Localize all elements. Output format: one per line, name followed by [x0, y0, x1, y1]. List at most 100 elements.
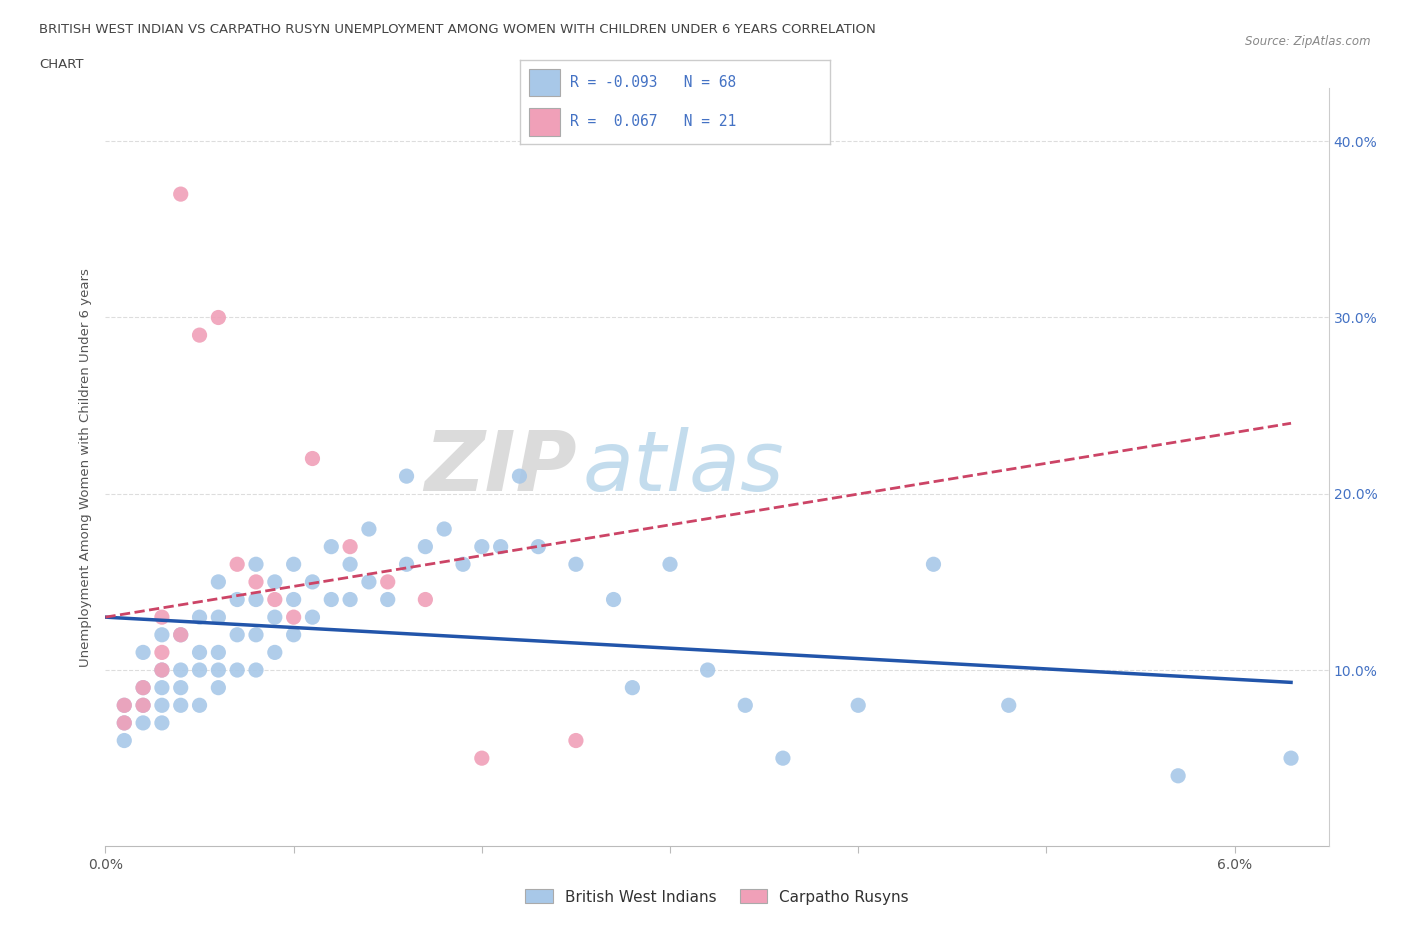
Point	[321, 539, 343, 554]
Point	[696, 662, 718, 677]
Legend: British West Indians, Carpatho Rusyns: British West Indians, Carpatho Rusyns	[519, 884, 915, 910]
Point	[772, 751, 794, 765]
Point	[263, 610, 285, 625]
Point	[508, 469, 530, 484]
Point	[245, 662, 267, 677]
Point	[170, 662, 193, 677]
Point	[188, 610, 211, 625]
Point	[226, 592, 249, 607]
Point	[489, 539, 512, 554]
Point	[283, 557, 305, 572]
Point	[150, 628, 173, 643]
Text: CHART: CHART	[39, 58, 84, 71]
Point	[132, 645, 155, 660]
Point	[207, 645, 229, 660]
Point	[207, 575, 229, 590]
Point	[226, 628, 249, 643]
Point	[132, 698, 155, 712]
Point	[150, 662, 173, 677]
Point	[283, 592, 305, 607]
Point	[301, 451, 323, 466]
Point	[150, 610, 173, 625]
Point	[170, 698, 193, 712]
Point	[150, 698, 173, 712]
Point	[301, 575, 323, 590]
Point	[170, 628, 193, 643]
Point	[188, 327, 211, 342]
Point	[112, 698, 135, 712]
Point	[471, 751, 494, 765]
Point	[395, 469, 418, 484]
Point	[245, 592, 267, 607]
Point	[283, 628, 305, 643]
Point	[433, 522, 456, 537]
Point	[263, 592, 285, 607]
Point	[112, 715, 135, 730]
Point	[150, 662, 173, 677]
Point	[170, 680, 193, 695]
Point	[283, 610, 305, 625]
Point	[263, 575, 285, 590]
Point	[226, 557, 249, 572]
Point	[621, 680, 644, 695]
Point	[188, 698, 211, 712]
Text: R = -0.093   N = 68: R = -0.093 N = 68	[569, 75, 735, 90]
Text: BRITISH WEST INDIAN VS CARPATHO RUSYN UNEMPLOYMENT AMONG WOMEN WITH CHILDREN UND: BRITISH WEST INDIAN VS CARPATHO RUSYN UN…	[39, 23, 876, 36]
Point	[263, 645, 285, 660]
Point	[150, 645, 173, 660]
Point	[170, 187, 193, 202]
Point	[226, 662, 249, 677]
Point	[602, 592, 624, 607]
Point	[659, 557, 682, 572]
Point	[1279, 751, 1302, 765]
Point	[565, 557, 588, 572]
Point	[188, 662, 211, 677]
Point	[207, 662, 229, 677]
Point	[112, 733, 135, 748]
Point	[112, 715, 135, 730]
Point	[357, 522, 380, 537]
Point	[339, 539, 361, 554]
Text: ZIP: ZIP	[423, 427, 576, 508]
Point	[846, 698, 869, 712]
Point	[527, 539, 550, 554]
Point	[339, 557, 361, 572]
Point	[1167, 768, 1189, 783]
Point	[170, 628, 193, 643]
Point	[395, 557, 418, 572]
Text: atlas: atlas	[582, 427, 785, 508]
Point	[150, 680, 173, 695]
Point	[207, 680, 229, 695]
Point	[112, 698, 135, 712]
Point	[377, 592, 399, 607]
Point	[377, 575, 399, 590]
Point	[245, 575, 267, 590]
Point	[150, 715, 173, 730]
Bar	[530, 108, 561, 136]
Point	[415, 592, 437, 607]
Bar	[530, 69, 561, 97]
Point	[207, 310, 229, 325]
Point	[245, 628, 267, 643]
Point	[132, 680, 155, 695]
Point	[565, 733, 588, 748]
Point	[415, 539, 437, 554]
Point	[357, 575, 380, 590]
Y-axis label: Unemployment Among Women with Children Under 6 years: Unemployment Among Women with Children U…	[79, 268, 93, 667]
Point	[339, 592, 361, 607]
Point	[132, 680, 155, 695]
Point	[471, 539, 494, 554]
Point	[132, 698, 155, 712]
Point	[132, 715, 155, 730]
Text: R =  0.067   N = 21: R = 0.067 N = 21	[569, 114, 735, 129]
Point	[245, 557, 267, 572]
Point	[451, 557, 474, 572]
Point	[207, 610, 229, 625]
Point	[301, 610, 323, 625]
Point	[997, 698, 1019, 712]
Point	[188, 645, 211, 660]
Text: Source: ZipAtlas.com: Source: ZipAtlas.com	[1246, 35, 1371, 48]
Point	[734, 698, 756, 712]
Point	[321, 592, 343, 607]
Point	[922, 557, 945, 572]
